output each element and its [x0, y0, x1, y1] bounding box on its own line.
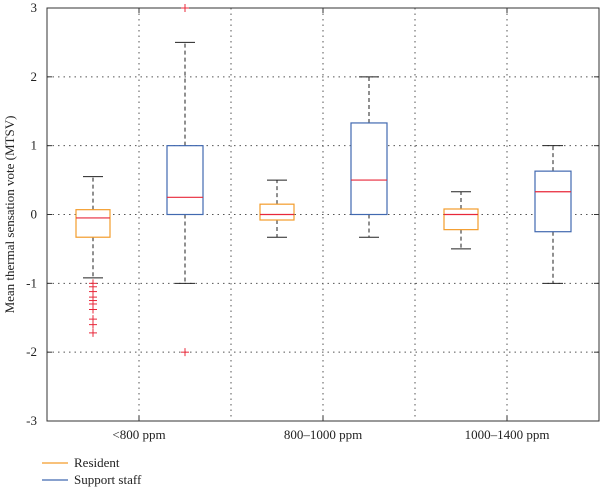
y-tick-label: -1 [26, 275, 37, 290]
outlier-point [89, 320, 97, 329]
outlier-point [181, 348, 189, 357]
iqr-box [350, 122, 388, 216]
outlier-point [181, 4, 189, 12]
x-axis-ticks: <800 ppm 800–1000 ppm 1000–1400 ppm [112, 8, 549, 442]
x-tick-label: 1000–1400 ppm [465, 427, 550, 442]
legend: Resident Support staff [42, 455, 142, 487]
iqr-box [443, 208, 479, 231]
box-support-staff [350, 76, 388, 238]
iqr-box [166, 145, 204, 216]
boxes [75, 4, 572, 357]
y-tick-label: 2 [31, 69, 38, 84]
legend-label-support-staff: Support staff [74, 472, 142, 487]
iqr-box [75, 209, 111, 238]
box-resident [75, 176, 111, 337]
outlier-point [89, 305, 97, 314]
grid-lines [47, 8, 599, 421]
box-resident [259, 179, 295, 238]
legend-label-resident: Resident [74, 455, 120, 470]
y-tick-label: -2 [26, 344, 37, 359]
y-tick-label: 3 [31, 0, 38, 15]
box-support-staff [534, 145, 572, 284]
box-support-staff [166, 4, 204, 357]
box-resident [443, 191, 479, 250]
x-tick-label: 800–1000 ppm [284, 427, 362, 442]
y-axis-label: Mean thermal sensation vote (MTSV) [2, 116, 17, 314]
y-tick-label: -3 [26, 413, 37, 428]
iqr-box [259, 203, 295, 221]
y-tick-label: 1 [31, 138, 38, 153]
y-axis-ticks: -3 -2 -1 0 1 2 3 [26, 0, 599, 428]
outlier-point [89, 328, 97, 337]
iqr-box [534, 170, 572, 233]
x-tick-label: <800 ppm [112, 427, 165, 442]
y-tick-label: 0 [31, 207, 38, 222]
